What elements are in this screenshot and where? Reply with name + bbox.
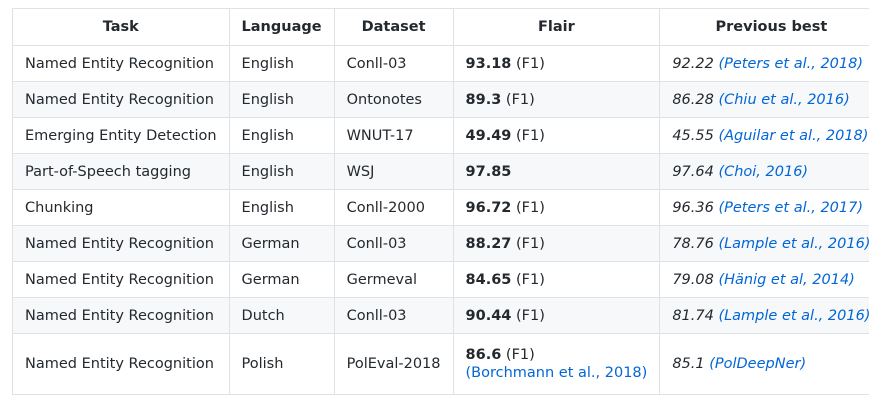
cell-previous-best: 92.22 (Peters et al., 2018) — [659, 45, 869, 82]
header-previous-best: Previous best — [659, 8, 869, 46]
prev-score: 85.1 — [672, 356, 705, 372]
cell-flair: 96.72 (F1) — [452, 189, 661, 226]
prev-citation-link[interactable]: (Choi, 2016) — [718, 163, 809, 180]
flair-score: 84.65 — [465, 271, 512, 288]
cell-task: Named Entity Recognition — [12, 45, 230, 82]
table-row: Part-of-Speech tagging English WSJ 97.85… — [12, 153, 869, 190]
cell-task: Named Entity Recognition — [12, 225, 230, 262]
table-row: Named Entity Recognition Polish PolEval-… — [12, 333, 869, 395]
cell-language: English — [228, 189, 335, 226]
flair-metric: (F1) — [516, 271, 545, 288]
flair-score: 97.85 — [465, 163, 512, 180]
cell-previous-best: 79.08 (Hänig et al, 2014) — [659, 261, 869, 298]
results-table: Task Language Dataset Flair Previous bes… — [12, 8, 869, 395]
prev-citation-link[interactable]: (PolDeepNer) — [709, 356, 807, 372]
flair-metric: (F1) — [505, 347, 535, 363]
flair-metric: (F1) — [516, 127, 545, 144]
cell-dataset: Conll-2000 — [333, 189, 454, 226]
prev-citation-link[interactable]: (Peters et al., 2018) — [718, 55, 864, 72]
prev-score: 78.76 — [672, 235, 714, 252]
cell-previous-best: 78.76 (Lample et al., 2016) — [659, 225, 869, 262]
prev-score: 45.55 — [672, 127, 714, 144]
cell-dataset: Germeval — [333, 261, 454, 298]
table-row: Emerging Entity Detection English WNUT-1… — [12, 117, 869, 154]
flair-metric: (F1) — [516, 55, 545, 72]
cell-dataset: WNUT-17 — [333, 117, 454, 154]
cell-flair: 88.27 (F1) — [452, 225, 661, 262]
cell-language: English — [228, 45, 335, 82]
cell-task: Named Entity Recognition — [12, 261, 230, 298]
cell-flair: 89.3 (F1) — [452, 81, 661, 118]
prev-citation-link[interactable]: (Hänig et al, 2014) — [718, 271, 855, 288]
flair-metric: (F1) — [516, 235, 545, 252]
cell-dataset: Conll-03 — [333, 45, 454, 82]
cell-language: English — [228, 117, 335, 154]
flair-score: 86.6 — [465, 347, 502, 363]
cell-language: German — [228, 225, 335, 262]
cell-dataset: Ontonotes — [333, 81, 454, 118]
table-row: Named Entity Recognition English Ontonot… — [12, 81, 869, 118]
table-row: Named Entity Recognition German Germeval… — [12, 261, 869, 298]
flair-score: 96.72 — [465, 199, 512, 216]
cell-previous-best: 97.64 (Choi, 2016) — [659, 153, 869, 190]
cell-language: German — [228, 261, 335, 298]
cell-task: Chunking — [12, 189, 230, 226]
cell-flair: 97.85 — [452, 153, 661, 190]
cell-language: English — [228, 153, 335, 190]
flair-metric: (F1) — [516, 307, 545, 324]
cell-task: Named Entity Recognition — [12, 333, 230, 395]
prev-citation-link[interactable]: (Peters et al., 2017) — [718, 199, 864, 216]
prev-citation-link[interactable]: (Lample et al., 2016) — [718, 235, 869, 252]
flair-metric: (F1) — [505, 91, 535, 108]
flair-metric: (F1) — [516, 199, 545, 216]
flair-score: 90.44 — [465, 307, 512, 324]
table-row: Named Entity Recognition German Conll-03… — [12, 225, 869, 262]
cell-flair: 90.44 (F1) — [452, 297, 661, 334]
cell-task: Named Entity Recognition — [12, 297, 230, 334]
cell-task: Emerging Entity Detection — [12, 117, 230, 154]
table-header-row: Task Language Dataset Flair Previous bes… — [12, 8, 869, 46]
cell-flair: 49.49 (F1) — [452, 117, 661, 154]
cell-language: Dutch — [228, 297, 335, 334]
flair-score: 49.49 — [465, 127, 512, 144]
header-flair: Flair — [452, 8, 661, 46]
cell-language: Polish — [228, 333, 335, 395]
cell-flair: 84.65 (F1) — [452, 261, 661, 298]
flair-score: 89.3 — [465, 91, 502, 108]
cell-dataset: Conll-03 — [333, 225, 454, 262]
prev-score: 86.28 — [672, 91, 714, 108]
header-dataset: Dataset — [333, 8, 454, 46]
cell-previous-best: 85.1 (PolDeepNer) — [659, 333, 869, 395]
flair-citation-link[interactable]: (Borchmann et al., 2018) — [465, 365, 648, 381]
cell-previous-best: 96.36 (Peters et al., 2017) — [659, 189, 869, 226]
table-row: Chunking English Conll-2000 96.72 (F1) 9… — [12, 189, 869, 226]
flair-score: 93.18 — [465, 55, 512, 72]
header-language: Language — [228, 8, 335, 46]
cell-previous-best: 45.55 (Aguilar et al., 2018) — [659, 117, 869, 154]
cell-previous-best: 81.74 (Lample et al., 2016) — [659, 297, 869, 334]
prev-citation-link[interactable]: (Lample et al., 2016) — [718, 307, 869, 324]
table-row: Named Entity Recognition Dutch Conll-03 … — [12, 297, 869, 334]
prev-score: 97.64 — [672, 163, 714, 180]
prev-score: 79.08 — [672, 271, 714, 288]
cell-flair: 86.6 (F1) (Borchmann et al., 2018) — [452, 333, 661, 395]
header-task: Task — [12, 8, 230, 46]
prev-citation-link[interactable]: (Chiu et al., 2016) — [718, 91, 850, 108]
cell-task: Part-of-Speech tagging — [12, 153, 230, 190]
cell-task: Named Entity Recognition — [12, 81, 230, 118]
cell-dataset: WSJ — [333, 153, 454, 190]
cell-language: English — [228, 81, 335, 118]
flair-score: 88.27 — [465, 235, 512, 252]
cell-flair: 93.18 (F1) — [452, 45, 661, 82]
cell-dataset: Conll-03 — [333, 297, 454, 334]
prev-score: 81.74 — [672, 307, 714, 324]
prev-citation-link[interactable]: (Aguilar et al., 2018) — [718, 127, 869, 144]
prev-score: 96.36 — [672, 199, 714, 216]
table-row: Named Entity Recognition English Conll-0… — [12, 45, 869, 82]
cell-dataset: PolEval-2018 — [333, 333, 454, 395]
prev-score: 92.22 — [672, 55, 714, 72]
cell-previous-best: 86.28 (Chiu et al., 2016) — [659, 81, 869, 118]
